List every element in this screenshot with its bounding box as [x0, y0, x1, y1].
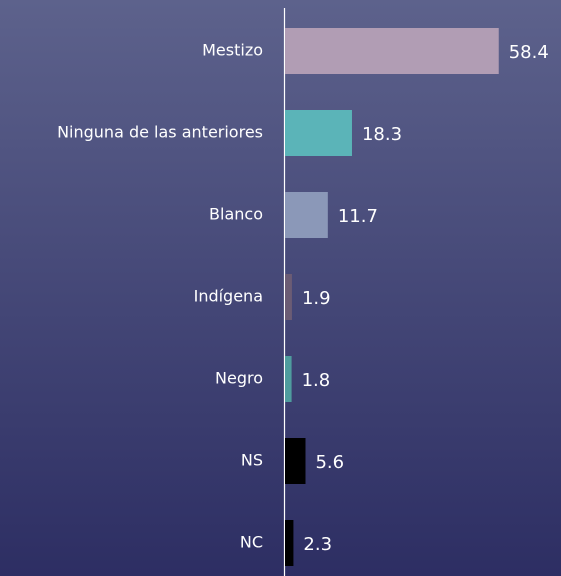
category-label: Mestizo [202, 41, 263, 60]
category-label: NS [241, 451, 263, 470]
value-label: 1.8 [302, 370, 331, 391]
bar [285, 192, 328, 238]
bar [285, 356, 292, 402]
category-label: Blanco [209, 205, 263, 224]
bar [285, 110, 352, 156]
bar [285, 274, 292, 320]
value-label: 58.4 [509, 42, 549, 63]
category-label: Indígena [194, 287, 263, 306]
value-label: 2.3 [303, 534, 332, 555]
category-label: Negro [215, 369, 263, 388]
value-label: 1.9 [302, 288, 331, 309]
value-label: 5.6 [315, 452, 344, 473]
category-label: Ninguna de las anteriores [57, 123, 263, 142]
value-label: 11.7 [338, 206, 378, 227]
category-label: NC [240, 533, 263, 552]
bar [285, 520, 294, 566]
value-label: 18.3 [362, 124, 402, 145]
bar [285, 438, 306, 484]
bar [285, 28, 499, 74]
